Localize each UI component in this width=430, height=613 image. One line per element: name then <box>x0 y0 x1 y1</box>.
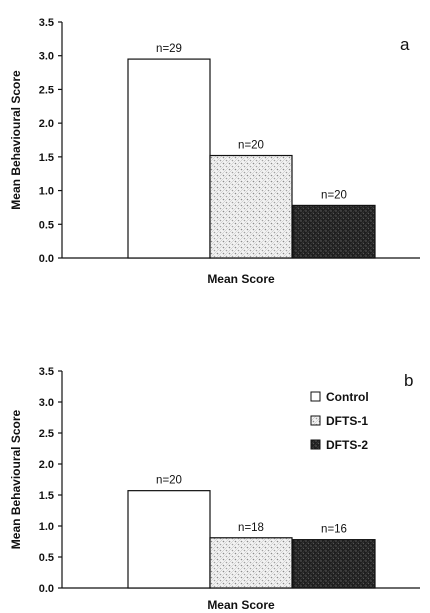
legend-swatch-dfts-1 <box>310 415 321 426</box>
y-tick-label: 3.0 <box>39 397 54 409</box>
y-tick-label: 0.5 <box>39 552 54 564</box>
y-tick-label: 1.5 <box>39 490 54 502</box>
y-tick-label: 2.5 <box>39 428 54 440</box>
legend-swatch-dfts-2 <box>310 439 321 450</box>
y-tick-label: 0.5 <box>39 219 54 231</box>
bar-n-label: n=16 <box>321 524 347 536</box>
bar-n-label: n=20 <box>238 140 264 152</box>
chart-panel-a: 0.0 0.5 1.0 1.5 2.0 2.5 3.0 3.5 n=29 n=20 n=20 Mean… <box>9 17 420 286</box>
legend-label: DFTS-1 <box>326 414 368 428</box>
y-tick-label: 3.5 <box>39 17 54 29</box>
y-tick-label: 2.0 <box>39 118 54 130</box>
bar-n-label: n=29 <box>156 43 182 55</box>
x-axis-title: Mean Score <box>207 598 275 612</box>
y-tick-label: 1.0 <box>39 186 54 198</box>
y-axis-title: Mean Behavioural Score <box>9 409 23 549</box>
y-tick-label: 0.0 <box>39 253 54 265</box>
bar-dfts-1 <box>209 154 293 259</box>
panel-letter: a <box>400 35 410 54</box>
y-tick-label: 3.0 <box>39 51 54 63</box>
legend-swatch-control <box>310 391 321 402</box>
chart-panel-b: 0.0 0.5 1.0 1.5 2.0 2.5 3.0 3.5 n=20 n=18 n=16 Mean… <box>9 366 420 612</box>
bar-dfts-2 <box>292 539 376 589</box>
legend-label: DFTS-2 <box>326 438 368 452</box>
y-tick-label: 3.5 <box>39 366 54 378</box>
y-tick-label: 2.0 <box>39 459 54 471</box>
bar-dfts-1 <box>209 537 293 589</box>
bar-n-label: n=20 <box>321 189 347 201</box>
y-tick-label: 2.5 <box>39 84 54 96</box>
bar-n-label: n=20 <box>156 475 182 487</box>
bar-control <box>127 58 211 259</box>
bar-control <box>127 490 211 589</box>
x-axis-title: Mean Score <box>207 272 275 286</box>
bar-n-label: n=18 <box>238 522 264 534</box>
y-axis-title: Mean Behavioural Score <box>9 70 23 210</box>
y-tick-label: 1.5 <box>39 152 54 164</box>
bar-dfts-2 <box>292 204 376 259</box>
y-tick-label: 0.0 <box>39 583 54 595</box>
panel-letter: b <box>404 371 413 390</box>
legend-label: Control <box>326 390 369 404</box>
y-tick-label: 1.0 <box>39 521 54 533</box>
